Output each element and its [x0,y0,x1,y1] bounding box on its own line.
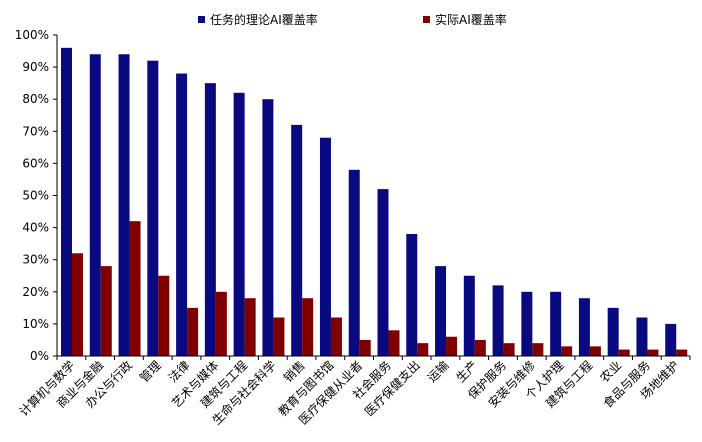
legend-label: 任务的理论AI覆盖率 [210,12,318,27]
bar-actual [388,330,400,356]
bar-actual [215,291,227,356]
bar-actual [676,349,688,356]
x-category-label: 管理 [136,358,164,386]
bar-theoretical [291,124,303,356]
y-tick-label: 60% [22,156,49,170]
y-tick-label: 50% [22,189,49,203]
bar-theoretical [492,285,504,356]
bar-theoretical [435,266,447,356]
bar-theoretical [406,234,418,356]
bar-actual [417,343,429,356]
bar-actual [618,349,630,356]
y-tick-label: 80% [22,92,49,106]
y-tick-label: 70% [22,124,49,138]
bar-actual [273,317,285,356]
bar-theoretical [377,189,389,356]
y-tick-label: 100% [15,28,49,42]
bar-actual [647,349,659,356]
bar-theoretical [204,83,216,357]
bar-theoretical [463,275,475,356]
bar-theoretical [61,47,72,357]
bar-actual [72,253,83,356]
legend-swatch [198,16,205,23]
bar-actual [330,317,342,356]
x-category-label: 运输 [424,358,452,386]
bar-actual [589,346,601,356]
y-tick-label: 90% [22,60,49,74]
bars [61,47,688,357]
bar-actual [359,339,371,356]
y-tick-label: 10% [22,317,49,331]
bar-actual [446,336,458,356]
bar-theoretical [348,169,360,356]
bar-theoretical [607,307,619,356]
bar-theoretical [233,92,245,356]
legend-label: 实际AI覆盖率 [435,12,507,27]
bar-theoretical [262,99,274,356]
bar-actual [129,221,141,356]
bar-actual [100,266,112,356]
bar-theoretical [176,73,188,357]
bar-actual [561,346,573,356]
bar-theoretical [665,323,677,356]
y-tick-label: 40% [22,221,49,235]
bar-theoretical [636,317,648,356]
bar-actual [302,298,314,356]
bar-theoretical [521,291,533,356]
y-tick-label: 20% [22,285,49,299]
bar-theoretical [118,54,130,356]
legend-swatch [423,16,430,23]
y-axis: 0% 10% 20% 30% 40% 50% 60% 70% 80% 90% 100% [15,28,58,363]
bar-theoretical [319,137,331,356]
bar-actual [187,307,199,356]
bar-actual [244,298,256,356]
y-tick-label: 0% [30,349,49,363]
bar-theoretical [89,54,101,356]
legend-item-theoretical: 任务的理论AI覆盖率 [198,12,318,27]
legend-item-actual: 实际AI覆盖率 [423,12,507,27]
bar-actual [532,343,544,356]
legend: 任务的理论AI覆盖率 实际AI覆盖率 [198,12,507,27]
bar-actual [503,343,515,356]
bar-theoretical [147,60,159,357]
bar-theoretical [578,298,590,356]
bar-actual [158,275,170,356]
bar-actual [474,339,486,356]
y-tick-label: 30% [22,253,49,267]
bar-theoretical [550,291,562,356]
